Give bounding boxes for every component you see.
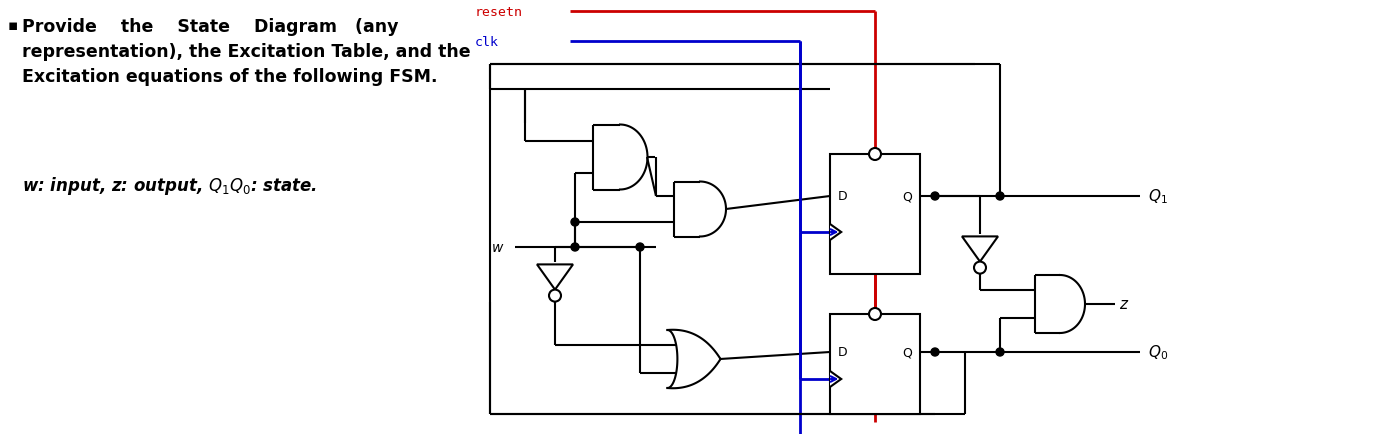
- Polygon shape: [537, 265, 573, 290]
- Text: $Q_1$: $Q_1$: [1149, 187, 1168, 206]
- Text: Q: Q: [902, 346, 912, 358]
- Text: D: D: [838, 190, 848, 203]
- Circle shape: [636, 243, 644, 251]
- Circle shape: [868, 308, 881, 320]
- Circle shape: [931, 348, 940, 356]
- Text: z: z: [1119, 297, 1126, 312]
- Text: resetn: resetn: [475, 6, 523, 19]
- Polygon shape: [962, 237, 998, 262]
- Text: $Q_0$: $Q_0$: [1149, 343, 1168, 362]
- Text: D: D: [838, 346, 848, 358]
- Circle shape: [549, 290, 560, 302]
- Text: w: w: [492, 240, 503, 254]
- Polygon shape: [829, 224, 841, 240]
- Text: clk: clk: [475, 36, 499, 48]
- Circle shape: [572, 243, 579, 251]
- Circle shape: [931, 193, 940, 201]
- Text: ▪: ▪: [8, 17, 18, 33]
- Circle shape: [868, 149, 881, 161]
- Text: Provide    the    State    Diagram   (any
representation), the Excitation Table,: Provide the State Diagram (any represent…: [22, 18, 471, 86]
- Text: w: input, z: output, $Q_1Q_0$: state.: w: input, z: output, $Q_1Q_0$: state.: [22, 174, 318, 197]
- Circle shape: [995, 348, 1004, 356]
- Bar: [829, 155, 920, 274]
- Bar: [829, 314, 920, 414]
- Circle shape: [572, 218, 579, 227]
- Circle shape: [974, 262, 986, 274]
- Polygon shape: [829, 371, 841, 387]
- Circle shape: [995, 193, 1004, 201]
- Text: Q: Q: [902, 190, 912, 203]
